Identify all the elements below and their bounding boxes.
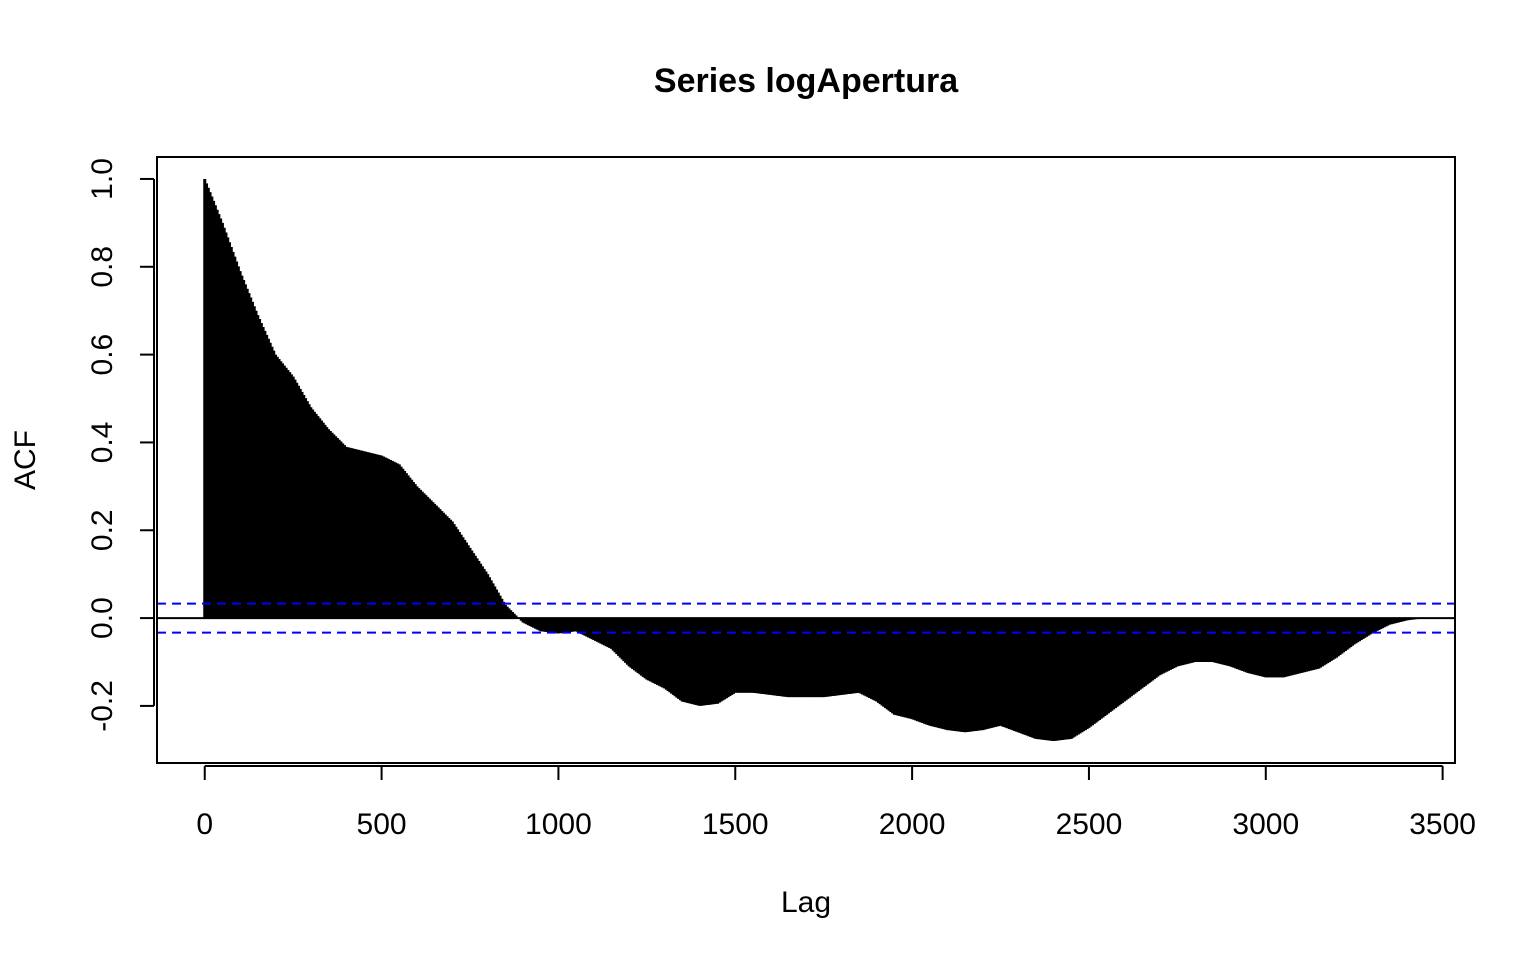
x-tick-label: 0 [196, 808, 213, 841]
x-axis: 0 500 1000 1500 2000 2500 3000 3500 [196, 765, 1476, 841]
plot-frame [156, 156, 1456, 764]
x-tick-label: 1000 [525, 808, 592, 841]
x-tick-label: 2000 [879, 808, 946, 841]
x-tick-label: 500 [357, 808, 407, 841]
y-tick-label: 0.6 [86, 334, 119, 376]
y-axis-label: ACF [9, 430, 42, 490]
chart-title: Series logApertura [654, 62, 959, 100]
y-tick-label: 0.4 [86, 422, 119, 464]
y-tick-label: 0.0 [86, 597, 119, 639]
x-tick-label: 3000 [1232, 808, 1299, 841]
x-axis-label: Lag [781, 886, 831, 919]
acf-bars [203, 178, 1425, 742]
x-tick-label: 2500 [1056, 808, 1123, 841]
y-tick-label: 1.0 [86, 158, 119, 200]
y-axis: -0.2 0.0 0.2 0.4 0.6 0.8 1.0 [86, 158, 155, 732]
y-tick-label: 0.8 [86, 246, 119, 288]
x-tick-label: 3500 [1409, 808, 1476, 841]
y-tick-label: 0.2 [86, 509, 119, 551]
y-tick-label: -0.2 [86, 680, 119, 732]
x-tick-label: 1500 [702, 808, 769, 841]
